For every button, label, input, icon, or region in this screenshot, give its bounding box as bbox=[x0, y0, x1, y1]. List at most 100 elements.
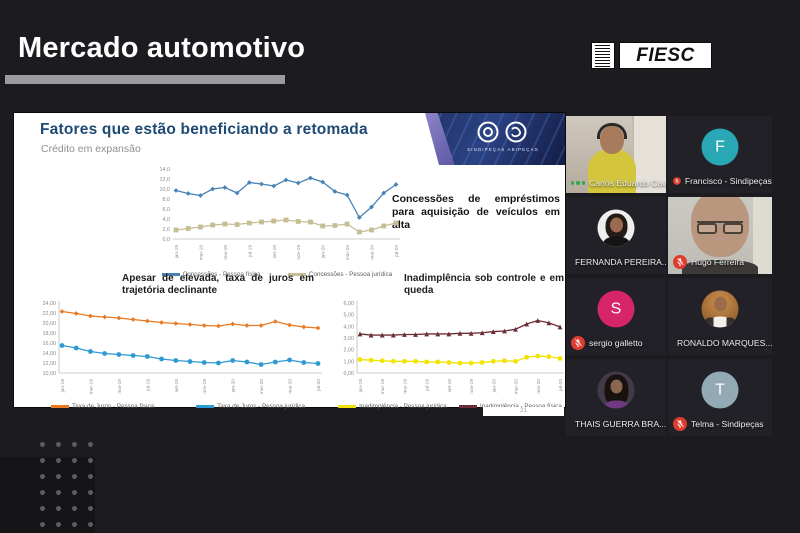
svg-text:jul-20: jul-20 bbox=[558, 379, 564, 392]
svg-text:mai-19: mai-19 bbox=[223, 245, 229, 260]
participant-tile-ronaldo-marques[interactable]: RONALDO MARQUES... bbox=[668, 278, 772, 355]
svg-text:set-19: set-19 bbox=[447, 379, 453, 393]
participant-name: THAIS GUERRA BRA... bbox=[575, 419, 666, 429]
svg-text:jan-20: jan-20 bbox=[231, 379, 237, 394]
letter-avatar: F bbox=[701, 128, 739, 166]
svg-text:jul-19: jul-19 bbox=[247, 245, 253, 258]
participant-name-row: sergio galletto bbox=[571, 336, 643, 350]
svg-text:jan-19: jan-19 bbox=[60, 379, 66, 394]
svg-text:jan-19: jan-19 bbox=[174, 245, 180, 260]
svg-text:0,0: 0,0 bbox=[163, 237, 171, 243]
chart-juros-plot: 24,00 22,00 20,00 18,00 16,00 14,00 12,00 10,00… bbox=[43, 301, 322, 395]
chart-juros-title: Apesar de elevada, taxa de juros em traj… bbox=[122, 273, 314, 296]
slide-note-concessoes: Concessões de empréstimos para aquisição… bbox=[392, 193, 560, 232]
svg-text:nov-19: nov-19 bbox=[296, 245, 302, 260]
fiesc-logo: FIESC bbox=[591, 42, 712, 69]
legend-entry: Taxa de Juros - Pessoa física bbox=[50, 403, 154, 410]
svg-text:4,00: 4,00 bbox=[344, 324, 355, 330]
participant-tile-francisco-sindipe-as[interactable]: F Francisco - Sindipeças bbox=[668, 116, 772, 193]
chart-concessoes: 14,0 12,0 10,0 8,0 6,0 4,0 2,0 0,0 jan-19 mar-19 m… bbox=[148, 161, 406, 278]
svg-text:mar-19: mar-19 bbox=[198, 245, 204, 261]
fiesc-logo-mark bbox=[591, 42, 615, 69]
participant-name-row: Telma - Sindipeças bbox=[673, 417, 764, 431]
svg-text:jan-19: jan-19 bbox=[358, 379, 364, 394]
svg-text:nov-19: nov-19 bbox=[202, 379, 208, 394]
participant-tile-thais-guerra-bra[interactable]: THAIS GUERRA BRA... bbox=[566, 359, 666, 436]
svg-text:mar-20: mar-20 bbox=[514, 379, 520, 395]
speaking-indicator-icon bbox=[571, 181, 586, 185]
svg-text:2,0: 2,0 bbox=[163, 227, 171, 233]
dot-pattern-decor bbox=[40, 442, 93, 527]
sindipecas-logo-caption: SINDIPEÇAS ABIPEÇAS bbox=[467, 147, 539, 152]
svg-text:mai-20: mai-20 bbox=[288, 379, 294, 394]
mic-muted-icon bbox=[673, 177, 681, 185]
svg-text:14,00: 14,00 bbox=[43, 351, 57, 357]
svg-text:mai-19: mai-19 bbox=[402, 379, 408, 394]
svg-text:3,00: 3,00 bbox=[344, 336, 355, 342]
mic-muted-icon bbox=[571, 336, 585, 350]
slide-subtitle: Crédito em expansão bbox=[41, 143, 141, 155]
svg-text:jul-19: jul-19 bbox=[425, 379, 431, 392]
svg-text:mar-20: mar-20 bbox=[259, 379, 265, 395]
chart-inadimplencia: Inadimplência sob controle e em queda 6,… bbox=[332, 273, 568, 410]
svg-text:10,00: 10,00 bbox=[43, 371, 57, 377]
legend-entry: Concessões - Pessoa jurídica bbox=[287, 271, 392, 278]
svg-text:set-19: set-19 bbox=[272, 245, 278, 259]
participant-name: Francisco - Sindipeças bbox=[684, 176, 772, 186]
profile-photo-avatar bbox=[597, 371, 635, 409]
participant-name-row: Hugo Ferreira bbox=[673, 255, 744, 269]
svg-text:14,0: 14,0 bbox=[160, 167, 171, 173]
participant-name: sergio galletto bbox=[589, 338, 643, 348]
svg-text:jul-19: jul-19 bbox=[145, 379, 151, 392]
svg-text:20,00: 20,00 bbox=[43, 321, 57, 327]
profile-photo-avatar bbox=[597, 209, 635, 247]
svg-text:nov-19: nov-19 bbox=[469, 379, 475, 394]
svg-text:mar-19: mar-19 bbox=[380, 379, 386, 395]
participant-name: FERNANDA PEREIRA... bbox=[575, 257, 666, 267]
letter-avatar: S bbox=[597, 290, 635, 328]
svg-text:12,0: 12,0 bbox=[160, 177, 171, 183]
chart-juros-legend: Taxa de Juros - Pessoa física Taxa de Jur… bbox=[30, 403, 326, 410]
participant-tile-carlos-eduardo-cava[interactable]: Carlos Eduardo Cava... bbox=[566, 116, 666, 193]
participant-name: Carlos Eduardo Cava... bbox=[589, 178, 666, 188]
participant-tile-telma-sindipe-as[interactable]: T Telma - Sindipeças bbox=[668, 359, 772, 436]
svg-text:2,00: 2,00 bbox=[344, 348, 355, 354]
participant-name-row: Francisco - Sindipeças bbox=[673, 174, 772, 188]
svg-text:0,00: 0,00 bbox=[344, 371, 355, 377]
svg-text:jan-20: jan-20 bbox=[321, 245, 327, 260]
chart-juros: Apesar de elevada, taxa de juros em traj… bbox=[30, 273, 326, 410]
slide-page-number: 21 bbox=[483, 407, 564, 416]
title-underline bbox=[5, 75, 285, 84]
svg-text:6,0: 6,0 bbox=[163, 207, 171, 213]
legend-entry: Inadimplência - Pessoa física bbox=[458, 403, 562, 410]
sindipecas-banner: SINDIPEÇAS ABIPEÇAS bbox=[425, 113, 565, 165]
letter-avatar: T bbox=[701, 371, 739, 409]
legend-entry: Concessões - Pessoa física bbox=[161, 271, 260, 278]
page-title: Mercado automotivo bbox=[18, 32, 306, 64]
slide-title: Fatores que estão beneficiando a retomad… bbox=[40, 121, 368, 138]
svg-text:mar-20: mar-20 bbox=[345, 245, 351, 261]
svg-text:mai-20: mai-20 bbox=[536, 379, 542, 394]
corner-decor bbox=[0, 457, 95, 533]
legend-entry: Inadimplência - Pessoa jurídica bbox=[338, 403, 447, 410]
participant-name: RONALDO MARQUES... bbox=[677, 338, 772, 348]
svg-text:mar-19: mar-19 bbox=[88, 379, 94, 395]
participant-tile-fernanda-pereira[interactable]: FERNANDA PEREIRA... bbox=[566, 197, 666, 274]
svg-text:jul-20: jul-20 bbox=[394, 245, 400, 258]
mic-muted-icon bbox=[673, 255, 687, 269]
participant-name-row: Carlos Eduardo Cava... bbox=[571, 178, 666, 188]
svg-text:10,0: 10,0 bbox=[160, 187, 171, 193]
participant-tile-sergio-galletto[interactable]: S sergio galletto bbox=[566, 278, 666, 355]
participant-tile-hugo-ferreira[interactable]: Hugo Ferreira bbox=[668, 197, 772, 274]
svg-text:jul-20: jul-20 bbox=[316, 379, 322, 392]
sindipecas-logo-icon bbox=[477, 121, 527, 143]
participant-name-row: THAIS GUERRA BRA... bbox=[571, 417, 666, 431]
chart-concessoes-legend: Concessões - Pessoa física Concessões - P… bbox=[148, 271, 406, 278]
participant-name: Hugo Ferreira bbox=[691, 257, 745, 267]
svg-text:mai-19: mai-19 bbox=[117, 379, 123, 394]
legend-entry: Taxa de Juros - Pessoa jurídica bbox=[196, 403, 305, 410]
chart-inadimplencia-legend: Inadimplência - Pessoa jurídica Inadimplê… bbox=[332, 403, 568, 410]
presentation-slide: Fatores que estão beneficiando a retomad… bbox=[14, 113, 568, 410]
